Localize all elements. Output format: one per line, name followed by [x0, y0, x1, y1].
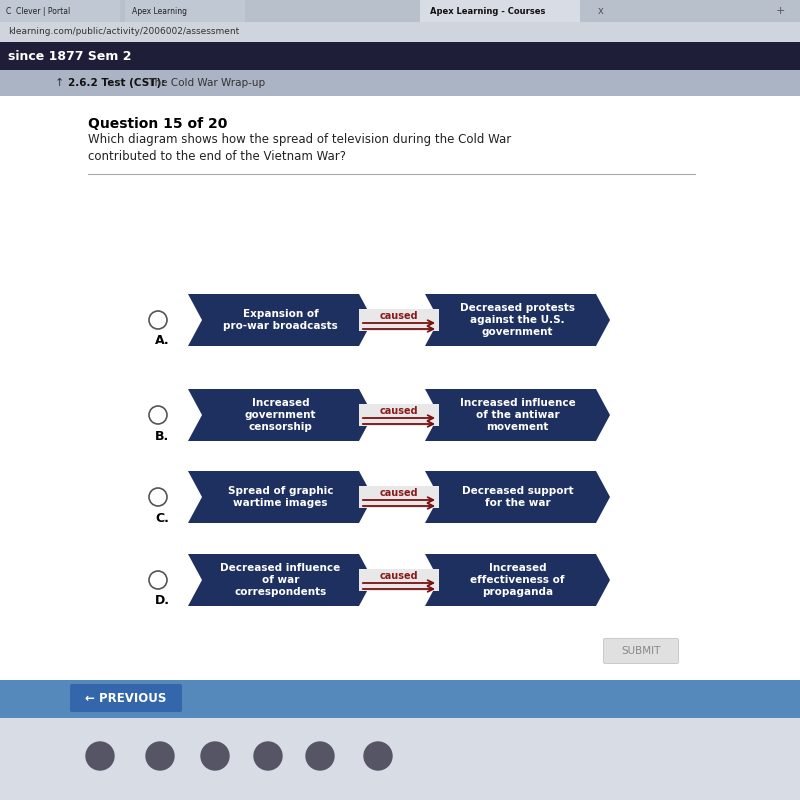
Text: ← PREVIOUS: ← PREVIOUS [86, 691, 166, 705]
FancyBboxPatch shape [359, 569, 439, 591]
Circle shape [149, 488, 167, 506]
Text: Which diagram shows how the spread of television during the Cold War
contributed: Which diagram shows how the spread of te… [88, 133, 511, 163]
Polygon shape [188, 294, 373, 346]
Text: Spread of graphic
wartime images: Spread of graphic wartime images [228, 486, 334, 508]
Text: 2.6.2 Test (CST):: 2.6.2 Test (CST): [68, 78, 166, 88]
FancyBboxPatch shape [70, 684, 182, 712]
Text: Apex Learning: Apex Learning [132, 6, 187, 15]
FancyBboxPatch shape [0, 680, 800, 718]
FancyBboxPatch shape [420, 0, 580, 22]
FancyBboxPatch shape [0, 96, 800, 680]
Text: caused: caused [380, 311, 418, 321]
Circle shape [364, 742, 392, 770]
Polygon shape [425, 554, 610, 606]
Circle shape [149, 311, 167, 329]
Text: Increased
government
censorship: Increased government censorship [245, 398, 316, 432]
Text: Decreased protests
against the U.S.
government: Decreased protests against the U.S. gove… [460, 303, 575, 337]
Circle shape [149, 571, 167, 589]
Text: since 1877 Sem 2: since 1877 Sem 2 [8, 50, 131, 62]
Text: +: + [776, 6, 786, 16]
FancyBboxPatch shape [359, 404, 439, 426]
Text: ↑: ↑ [55, 78, 64, 88]
Circle shape [201, 742, 229, 770]
Text: caused: caused [380, 406, 418, 416]
Circle shape [306, 742, 334, 770]
Text: caused: caused [380, 571, 418, 581]
Text: B.: B. [155, 430, 170, 442]
Text: klearning.com/public/activity/2006002/assessment: klearning.com/public/activity/2006002/as… [8, 27, 239, 37]
FancyBboxPatch shape [0, 0, 120, 22]
Polygon shape [188, 554, 373, 606]
FancyBboxPatch shape [603, 638, 678, 663]
FancyBboxPatch shape [125, 0, 245, 22]
Text: Decreased support
for the war: Decreased support for the war [462, 486, 574, 508]
Text: A.: A. [155, 334, 170, 347]
FancyBboxPatch shape [0, 718, 800, 800]
Circle shape [146, 742, 174, 770]
Polygon shape [188, 389, 373, 441]
FancyBboxPatch shape [359, 309, 439, 331]
Circle shape [86, 742, 114, 770]
Circle shape [254, 742, 282, 770]
Text: Expansion of
pro-war broadcasts: Expansion of pro-war broadcasts [223, 309, 338, 331]
FancyBboxPatch shape [359, 486, 439, 508]
Text: Increased
effectiveness of
propaganda: Increased effectiveness of propaganda [470, 563, 565, 597]
FancyBboxPatch shape [0, 22, 800, 42]
Text: caused: caused [380, 488, 418, 498]
FancyBboxPatch shape [0, 0, 800, 22]
Polygon shape [425, 471, 610, 523]
Text: The Cold War Wrap-up: The Cold War Wrap-up [145, 78, 265, 88]
FancyBboxPatch shape [0, 42, 800, 70]
Text: Decreased influence
of war
correspondents: Decreased influence of war correspondent… [220, 563, 341, 597]
Text: Apex Learning - Courses: Apex Learning - Courses [430, 6, 546, 15]
Text: SUBMIT: SUBMIT [622, 646, 661, 656]
Text: Increased influence
of the antiwar
movement: Increased influence of the antiwar movem… [460, 398, 575, 432]
FancyBboxPatch shape [0, 70, 800, 96]
Text: Question 15 of 20: Question 15 of 20 [88, 117, 227, 131]
Polygon shape [188, 471, 373, 523]
Text: x: x [598, 6, 604, 16]
Circle shape [149, 406, 167, 424]
Text: C.: C. [155, 511, 169, 525]
Text: D.: D. [155, 594, 170, 607]
Text: C  Clever | Portal: C Clever | Portal [6, 6, 70, 15]
Polygon shape [425, 389, 610, 441]
Polygon shape [425, 294, 610, 346]
